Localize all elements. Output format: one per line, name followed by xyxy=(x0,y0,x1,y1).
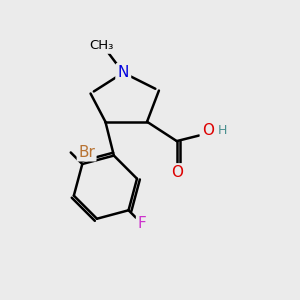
Text: H: H xyxy=(218,124,227,137)
Text: O: O xyxy=(202,123,214,138)
Text: O: O xyxy=(171,165,183,180)
Text: F: F xyxy=(137,216,146,231)
Text: Br: Br xyxy=(78,145,95,160)
Text: N: N xyxy=(118,65,129,80)
Text: CH₃: CH₃ xyxy=(89,40,113,52)
